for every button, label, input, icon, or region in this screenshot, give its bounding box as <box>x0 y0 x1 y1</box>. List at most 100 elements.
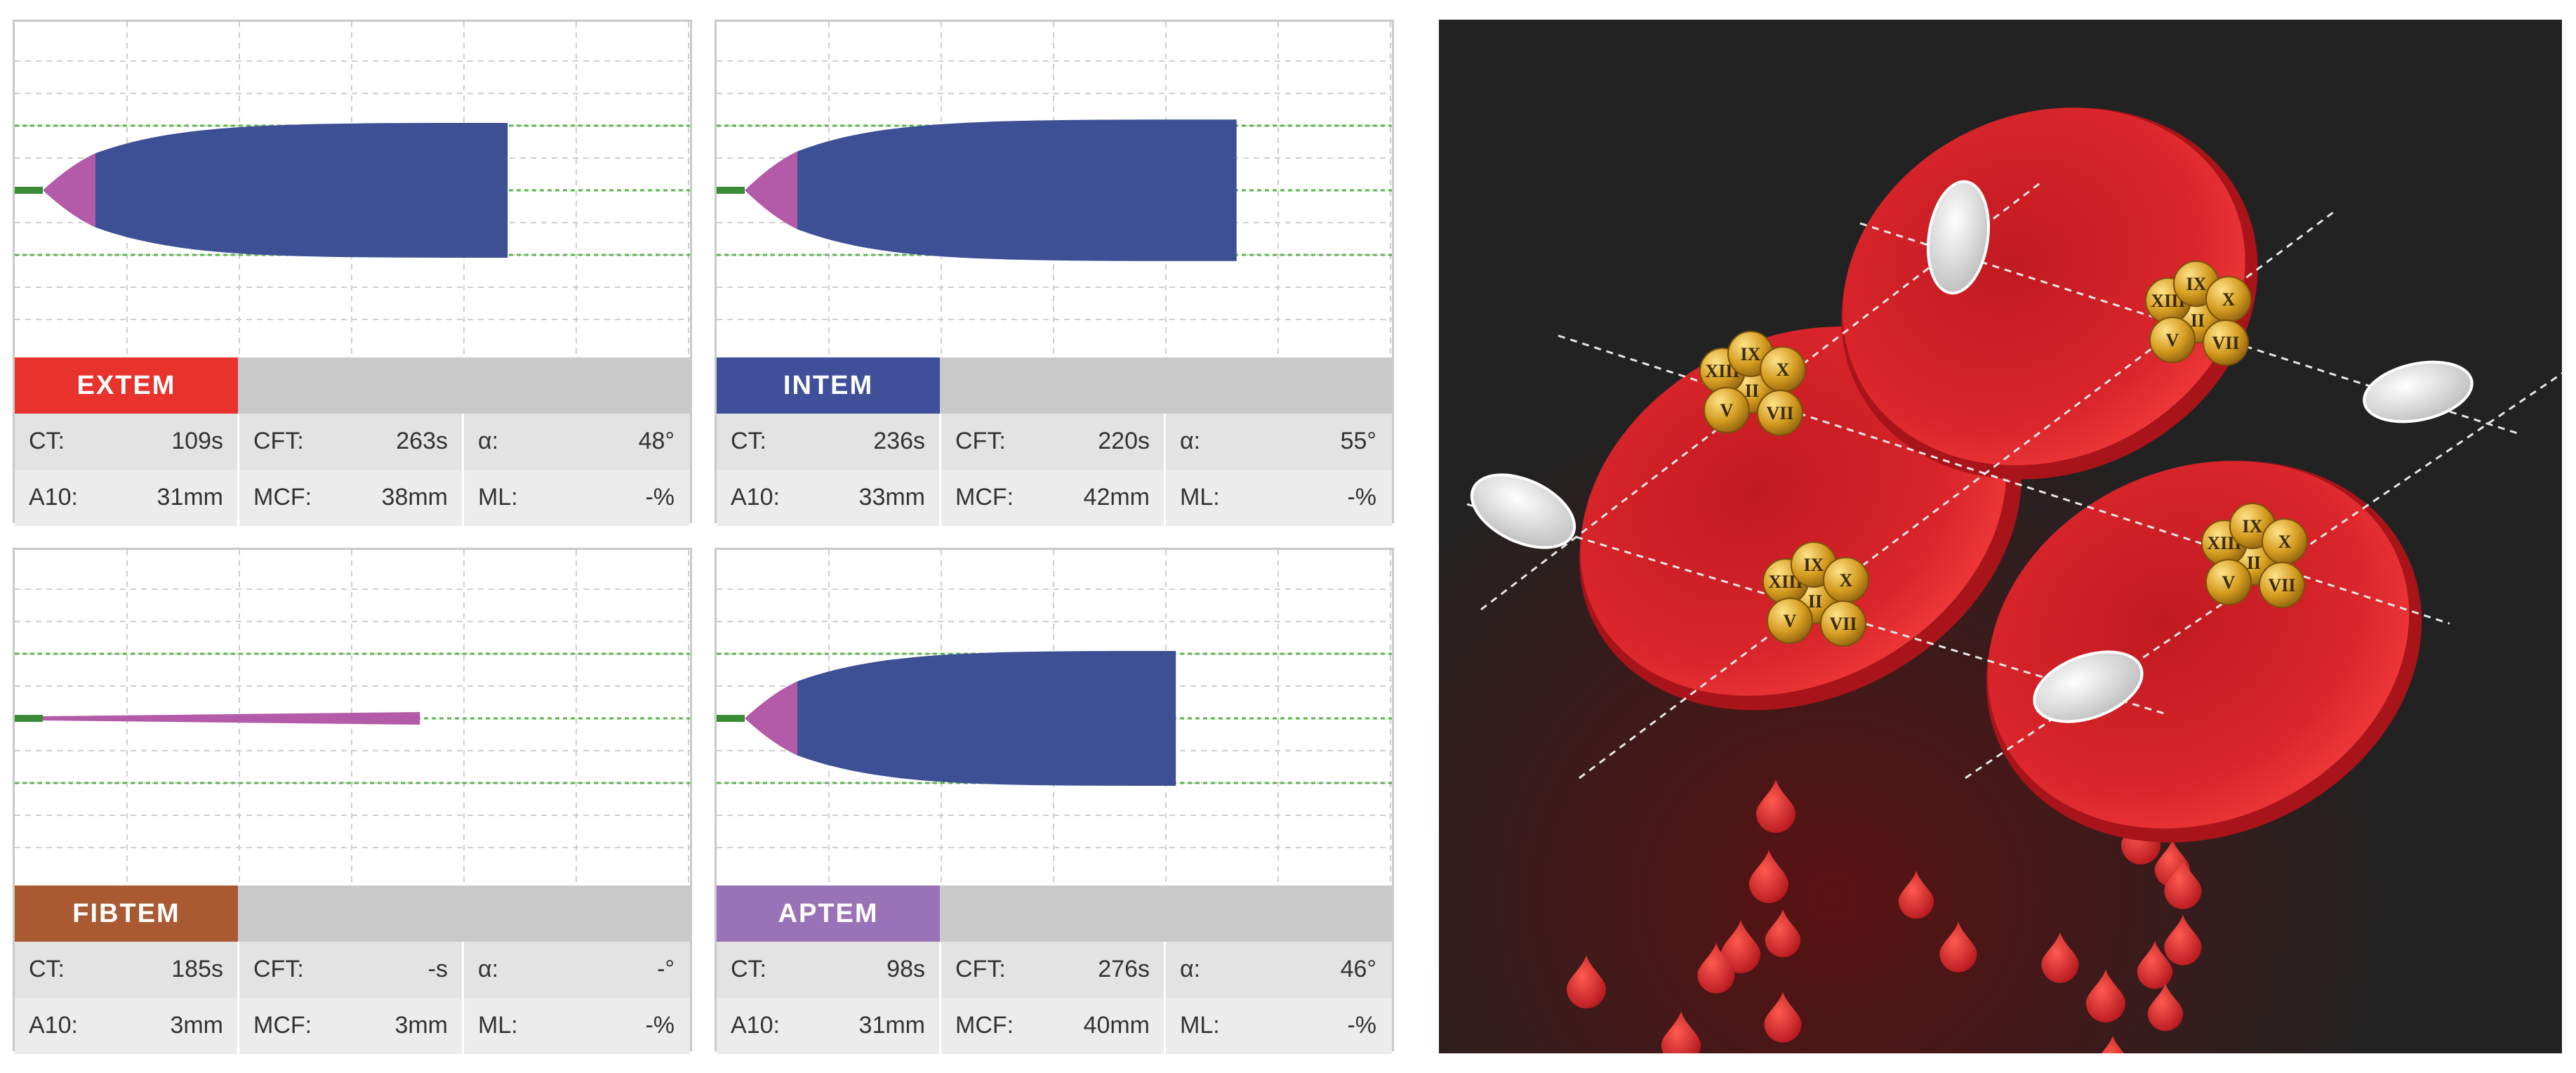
extem-label: EXTEM <box>15 357 238 414</box>
parameter-value: 42mm <box>1083 484 1150 511</box>
blood-drop <box>1749 850 1788 903</box>
extem-plot <box>15 22 690 357</box>
fibtem-plot <box>15 550 690 886</box>
fibtem-values-row1: CT: 185s CFT: -s α: -° <box>15 942 690 998</box>
parameter-name: CFT: <box>253 428 304 454</box>
blood-drop <box>2137 940 2173 989</box>
intem-values-row2: A10: 33mm MCF: 42mm ML: -% <box>717 470 1392 526</box>
factor-label: V <box>1720 400 1734 421</box>
intem-parameter: α: 55° <box>1166 414 1390 470</box>
factor-label: VII <box>2212 333 2239 353</box>
parameter-value: 3mm <box>394 1012 448 1039</box>
factor-sphere <box>2259 562 2305 608</box>
parameter-value: 263s <box>396 428 448 454</box>
factor-sphere <box>1767 598 1813 644</box>
factor-label: VII <box>2268 575 2295 595</box>
fibtem-label-row: FIBTEM <box>15 886 690 942</box>
parameter-value: 220s <box>1098 428 1150 454</box>
parameter-value: 236s <box>873 428 925 454</box>
extem-parameter: α: 48° <box>464 414 689 470</box>
parameter-name: CFT: <box>955 956 1006 982</box>
extem-tracing: EXTEM CT: 109s CFT: 263s α: 48° A10: 31mm MCF: 38m… <box>13 20 692 526</box>
factor-label: V <box>2166 330 2179 350</box>
factor-label: VII <box>1829 614 1857 634</box>
fibtem-parameter: MCF: 3mm <box>239 998 464 1054</box>
fibtem-parameter: CFT: -s <box>239 942 464 998</box>
fibtem-parameter: A10: 3mm <box>15 998 239 1054</box>
blood-drop <box>1661 1011 1701 1053</box>
blood-drop <box>2041 932 2079 983</box>
aptem-clot-onset <box>745 681 797 756</box>
parameter-value: 33mm <box>858 484 925 511</box>
parameter-name: CT: <box>731 428 766 454</box>
factor-label: II <box>2191 310 2205 331</box>
rotem-panel-grid: EXTEM CT: 109s CFT: 263s α: 48° A10: 31mm MCF: 38m… <box>13 20 1395 1054</box>
blood-drop <box>1764 992 1802 1043</box>
aptem-parameter: CFT: 276s <box>941 942 1166 998</box>
parameter-name: A10: <box>731 1012 780 1039</box>
fibtem-values-row2: A10: 3mm MCF: 3mm ML: -% <box>15 998 690 1054</box>
parameter-value: 3mm <box>170 1012 223 1039</box>
factor-label: X <box>2222 289 2236 310</box>
intem-values-row1: CT: 236s CFT: 220s α: 55° <box>717 414 1392 470</box>
intem-clot-onset <box>745 151 797 230</box>
extem-clot-trace <box>95 123 508 258</box>
factor-sphere <box>1820 600 1866 647</box>
fibtem-clot-trace <box>43 712 420 725</box>
factor-sphere <box>2203 320 2249 366</box>
factor-sphere <box>2149 317 2196 363</box>
parameter-name: α: <box>1180 428 1201 454</box>
parameter-value: 185s <box>171 956 223 982</box>
factor-label: IX <box>2186 274 2207 294</box>
parameter-value: -s <box>427 956 448 982</box>
aptem-values-row1: CT: 98s CFT: 276s α: 46° <box>717 942 1392 998</box>
factor-label: II <box>1745 381 1759 401</box>
blood-drops <box>1567 779 2202 1053</box>
parameter-name: ML: <box>1180 1012 1220 1039</box>
blood-drop <box>1765 909 1801 958</box>
parameter-name: CFT: <box>253 956 304 982</box>
parameter-value: 55° <box>1340 428 1376 454</box>
factor-label: IX <box>1741 344 1761 364</box>
parameter-value: 46° <box>1340 956 1376 982</box>
parameter-name: ML: <box>1180 484 1220 511</box>
aptem-clot-trace <box>797 651 1176 786</box>
intem-plot <box>717 22 1392 357</box>
fibtem-tracing: FIBTEM CT: 185s CFT: -s α: -° A10: 3mm MCF: 3mm ML:… <box>13 548 692 1054</box>
fibtem-parameter: α: -° <box>464 942 689 998</box>
factor-label: IX <box>1804 555 1824 575</box>
aptem-values-row2: A10: 31mm MCF: 40mm ML: -% <box>717 998 1392 1054</box>
blood-drop <box>2101 1035 2125 1053</box>
extem-values-row1: CT: 109s CFT: 263s α: 48° <box>15 414 690 470</box>
factor-sphere <box>1757 390 1803 436</box>
parameter-name: α: <box>1180 956 1201 982</box>
parameter-value: -° <box>657 956 675 982</box>
parameter-name: ML: <box>478 484 518 511</box>
parameter-name: A10: <box>29 484 78 511</box>
extem-parameter: A10: 31mm <box>15 470 239 526</box>
aptem-tracing: APTEM CT: 98s CFT: 276s α: 46° A10: 31mm MCF: 40mm… <box>715 548 1394 1054</box>
parameter-name: CFT: <box>955 428 1006 454</box>
intem-label-row: INTEM <box>717 357 1392 414</box>
parameter-name: A10: <box>731 484 780 511</box>
aptem-label-row: APTEM <box>717 886 1392 942</box>
parameter-value: 31mm <box>858 1012 925 1039</box>
blood-drop <box>2086 969 2125 1022</box>
intem-parameter: CT: 236s <box>717 414 941 470</box>
fibtem-label: FIBTEM <box>15 886 238 942</box>
aptem-parameter: α: 46° <box>1166 942 1390 998</box>
parameter-value: -% <box>645 484 675 511</box>
blood-drop <box>1898 870 1934 919</box>
factor-label: VII <box>1766 403 1793 423</box>
blood-drop <box>2147 982 2184 1032</box>
blood-drop <box>2164 914 2202 966</box>
intem-parameter: CFT: 220s <box>941 414 1166 470</box>
aptem-parameter: MCF: 40mm <box>941 998 1166 1054</box>
parameter-name: ML: <box>478 1012 518 1039</box>
blood-drop <box>1756 779 1795 833</box>
parameter-name: α: <box>478 956 499 982</box>
factor-label: II <box>2247 553 2261 573</box>
